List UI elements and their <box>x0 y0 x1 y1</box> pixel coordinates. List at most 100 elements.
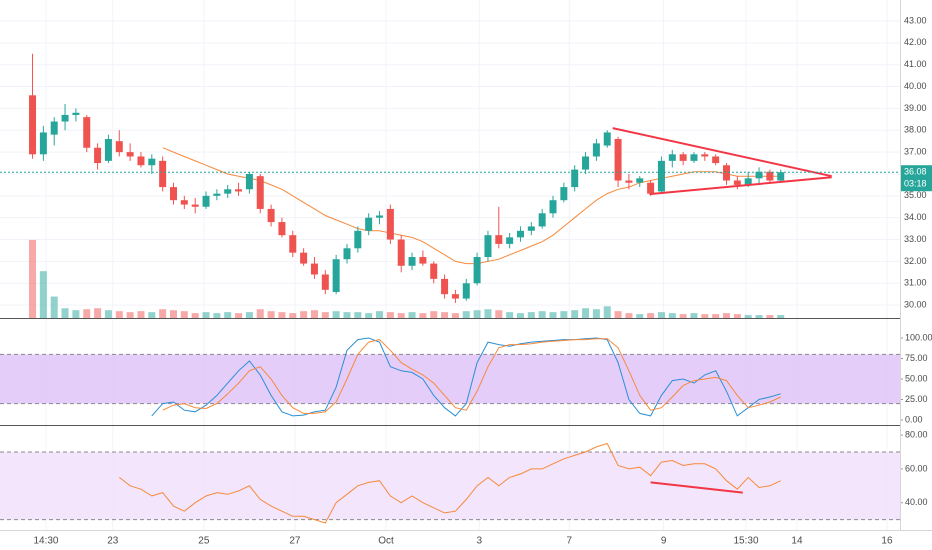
y-tick-label: 38.00 <box>904 125 927 135</box>
candle-body <box>386 208 394 240</box>
volume-bar <box>332 311 340 318</box>
volume-bar <box>169 310 177 318</box>
band <box>0 354 900 404</box>
candle-body <box>267 208 275 223</box>
trendline <box>649 176 832 196</box>
candle-body <box>592 143 600 157</box>
volume-bar <box>636 314 644 318</box>
volume-bar <box>668 313 676 318</box>
candle-body <box>473 257 481 284</box>
volume-bar <box>386 312 394 318</box>
y-tick-label: 43.00 <box>904 15 927 25</box>
candle-body <box>148 158 156 166</box>
volume-bar <box>625 313 633 318</box>
candle-body <box>332 259 340 292</box>
candle-body <box>723 165 731 181</box>
volume-bar <box>430 311 438 318</box>
x-tick-label: 9 <box>661 536 667 547</box>
candle-body <box>527 226 535 231</box>
volume-bar <box>256 309 264 318</box>
candle-body <box>235 189 243 192</box>
candle-body <box>39 132 47 155</box>
candle-body <box>712 156 720 164</box>
candle-body <box>701 154 709 157</box>
x-tick-label: 3 <box>476 536 482 547</box>
volume-bar <box>657 312 665 318</box>
volume-bar <box>354 312 362 318</box>
volume-bar <box>744 315 752 318</box>
candle-body <box>126 152 134 157</box>
candle-body <box>733 180 741 185</box>
volume-bar <box>376 311 384 318</box>
candle-body <box>668 154 676 161</box>
volume-bar <box>690 313 698 318</box>
x-tick-label: 15:30 <box>734 536 759 547</box>
volume-bar <box>321 312 329 318</box>
candle-body <box>766 171 774 181</box>
volume-bar <box>451 313 459 318</box>
y-tick-label: 25.00 <box>905 394 928 404</box>
volume-bar <box>310 310 318 318</box>
volume-bar <box>148 312 156 318</box>
x-tick-label: 14 <box>791 536 803 547</box>
candle-body <box>462 283 470 299</box>
volume-bar <box>94 308 102 318</box>
candle-body <box>582 156 590 170</box>
volume-bar <box>527 312 535 318</box>
y-tick-label: 35.00 <box>904 190 927 200</box>
y-tick-label: 37.00 <box>904 146 927 156</box>
y-tick-label: 41.00 <box>904 59 927 69</box>
candle-body <box>516 230 524 238</box>
y-tick-label: 50.00 <box>905 373 928 383</box>
band <box>0 451 900 520</box>
volume-bar <box>289 313 297 318</box>
candle-body <box>451 294 459 299</box>
volume-bar <box>300 311 308 318</box>
grid <box>0 0 900 530</box>
y-tick-label: 30.00 <box>904 299 927 309</box>
volume-bar <box>278 312 286 318</box>
candle-body <box>419 257 427 264</box>
candle-body <box>560 187 568 201</box>
volume-bar <box>538 311 546 318</box>
volume-bar <box>733 314 741 318</box>
volume-bar <box>571 310 579 318</box>
x-tick-label: 16 <box>881 536 893 547</box>
volume-bar <box>495 310 503 318</box>
volume-bar <box>647 313 655 318</box>
candle-body <box>213 193 221 196</box>
volume-bar <box>180 311 188 318</box>
volume-bar <box>213 313 221 318</box>
candle-body <box>224 189 232 194</box>
volume-bar <box>603 306 611 318</box>
x-tick-label: 27 <box>289 536 301 547</box>
y-tick-label: 0.00 <box>905 414 923 424</box>
candle-body <box>430 263 438 279</box>
candle-body <box>657 160 665 192</box>
volume-bar <box>397 313 405 318</box>
candle-body <box>354 230 362 249</box>
candle-body <box>647 182 655 194</box>
candle-body <box>777 172 785 181</box>
y-tick-label: 39.00 <box>904 103 927 113</box>
candle-body <box>94 147 102 164</box>
x-tick-label: 25 <box>198 536 210 547</box>
volume-bar <box>560 311 568 318</box>
candle-body <box>289 235 297 253</box>
y-tick-label: 40.00 <box>905 497 928 507</box>
x-tick-label: 14:30 <box>33 536 58 547</box>
volume-bar <box>224 312 232 318</box>
candle-body <box>614 139 622 181</box>
volume-bar <box>419 313 427 318</box>
x-tick-label: 7 <box>566 536 572 547</box>
candle-body <box>744 178 752 185</box>
candle-body <box>104 139 112 161</box>
volume-bar <box>267 311 275 318</box>
candle-body <box>180 200 188 205</box>
y-tick-label: 40.00 <box>904 81 927 91</box>
candle-body <box>321 274 329 290</box>
plot: 14:30 23 25 27 Oct 3 7 9 15:30 14 16 30.00 31.00 32.0… <box>0 15 932 547</box>
candle-body <box>484 235 492 258</box>
volume-bar <box>191 313 199 318</box>
